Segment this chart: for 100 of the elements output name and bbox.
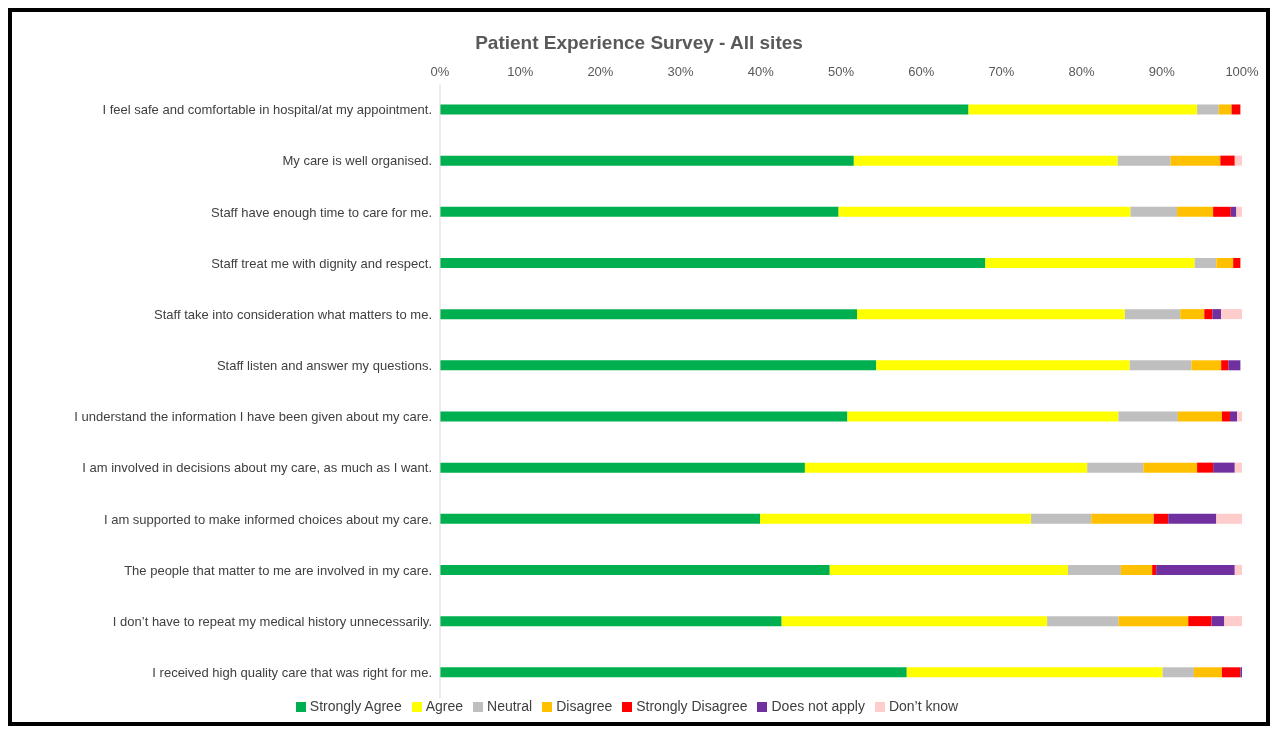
bar xyxy=(1118,616,1189,627)
bar xyxy=(1177,411,1222,422)
bar xyxy=(1197,462,1214,473)
bar xyxy=(1067,564,1121,575)
bar xyxy=(1177,206,1214,217)
bar xyxy=(1117,155,1171,166)
y-tick-label: Staff have enough time to care for me. xyxy=(211,204,432,220)
x-tick-label: 60% xyxy=(908,64,935,79)
legend-label: Neutral xyxy=(487,698,533,714)
bar xyxy=(1170,155,1221,166)
bar xyxy=(1213,462,1235,473)
bar xyxy=(440,462,805,473)
bar xyxy=(1221,411,1230,422)
bar xyxy=(781,616,1048,627)
bar xyxy=(1120,564,1153,575)
x-tick-label: 50% xyxy=(827,64,855,79)
bar xyxy=(1194,257,1217,268)
bar xyxy=(1197,104,1219,115)
bar xyxy=(1031,513,1092,524)
y-tick-label: The people that matter to me are involved in my care. xyxy=(124,562,432,578)
bar xyxy=(440,360,877,371)
bar xyxy=(1212,309,1222,320)
bar xyxy=(1188,616,1212,627)
legend-label: Agree xyxy=(425,698,464,714)
bar xyxy=(1130,206,1178,217)
legend-label: Does not apply xyxy=(771,698,865,714)
bar xyxy=(440,616,782,627)
legend-label: Strongly Agree xyxy=(309,698,402,714)
legend-label: Don’t know xyxy=(888,698,959,714)
y-tick-label: Staff listen and answer my questions. xyxy=(216,358,432,374)
bar xyxy=(1234,462,1242,473)
bar xyxy=(829,564,1068,575)
bar xyxy=(440,667,907,678)
bar xyxy=(1091,513,1154,524)
bar xyxy=(1221,360,1229,371)
bar xyxy=(838,206,1131,217)
bar xyxy=(1220,155,1235,166)
bar xyxy=(1229,411,1238,422)
x-tick-label: 80% xyxy=(1068,64,1096,79)
bar xyxy=(1152,564,1157,575)
bar xyxy=(1213,206,1231,217)
bar xyxy=(1143,462,1198,473)
bar xyxy=(1228,360,1241,371)
bar xyxy=(1216,513,1242,524)
bar xyxy=(440,564,830,575)
y-tick-label: Staff treat me with dignity and respect. xyxy=(211,255,432,271)
y-tick-label: I am involved in decisions about my care, as much as I want. xyxy=(82,460,432,476)
x-tick-label: 90% xyxy=(1148,64,1176,79)
bar xyxy=(876,360,1130,371)
bar xyxy=(1204,309,1213,320)
bar xyxy=(968,104,1198,115)
bar xyxy=(1129,360,1192,371)
bar xyxy=(440,257,986,268)
bar xyxy=(440,411,848,422)
bar xyxy=(440,206,839,217)
bar xyxy=(1231,104,1241,115)
bar xyxy=(906,667,1163,678)
bar xyxy=(1162,667,1194,678)
bar xyxy=(804,462,1088,473)
x-tick-label: 0% xyxy=(430,64,450,79)
bar xyxy=(1047,616,1119,627)
y-tick-label: I am supported to make informed choices about my care. xyxy=(103,511,432,527)
bar xyxy=(1156,564,1235,575)
legend-label: Disagree xyxy=(556,698,613,714)
y-tick-label: I understand the information I have been given about my care. xyxy=(74,409,432,425)
x-tick-label: 10% xyxy=(507,64,534,79)
x-tick-label: 40% xyxy=(747,64,775,79)
bar xyxy=(760,513,1032,524)
y-tick-label: I received high quality care that was right for me. xyxy=(152,665,432,681)
bar xyxy=(1233,257,1241,268)
bar xyxy=(1087,462,1144,473)
bar xyxy=(985,257,1195,268)
bar xyxy=(1234,155,1242,166)
x-tick-label: 100% xyxy=(1225,64,1260,79)
bar xyxy=(1221,667,1241,678)
x-tick-label: 20% xyxy=(587,64,614,79)
bar xyxy=(1180,309,1205,320)
legend-label: Strongly Disagree xyxy=(636,698,748,714)
bar xyxy=(857,309,1125,320)
bar xyxy=(1218,104,1232,115)
bar xyxy=(1234,564,1242,575)
chart-title: Patient Experience Survey - All sites xyxy=(474,32,804,54)
bar xyxy=(847,411,1119,422)
bar xyxy=(440,309,858,320)
x-tick-label: 30% xyxy=(667,64,695,79)
bar xyxy=(1118,411,1178,422)
bar xyxy=(440,513,760,524)
y-tick-label: My care is well organised. xyxy=(282,153,432,169)
bar xyxy=(1211,616,1225,627)
bar xyxy=(1224,616,1242,627)
bar xyxy=(1191,360,1222,371)
bar xyxy=(1236,206,1242,217)
bar xyxy=(440,155,854,166)
y-tick-label: I feel safe and comfortable in hospital/at my appointment. xyxy=(102,102,432,118)
bar xyxy=(1216,257,1234,268)
bar xyxy=(1153,513,1169,524)
bar xyxy=(1221,309,1242,320)
bar xyxy=(440,104,969,115)
y-tick-label: Staff take into consideration what matters to me. xyxy=(154,306,432,322)
bar xyxy=(1168,513,1217,524)
